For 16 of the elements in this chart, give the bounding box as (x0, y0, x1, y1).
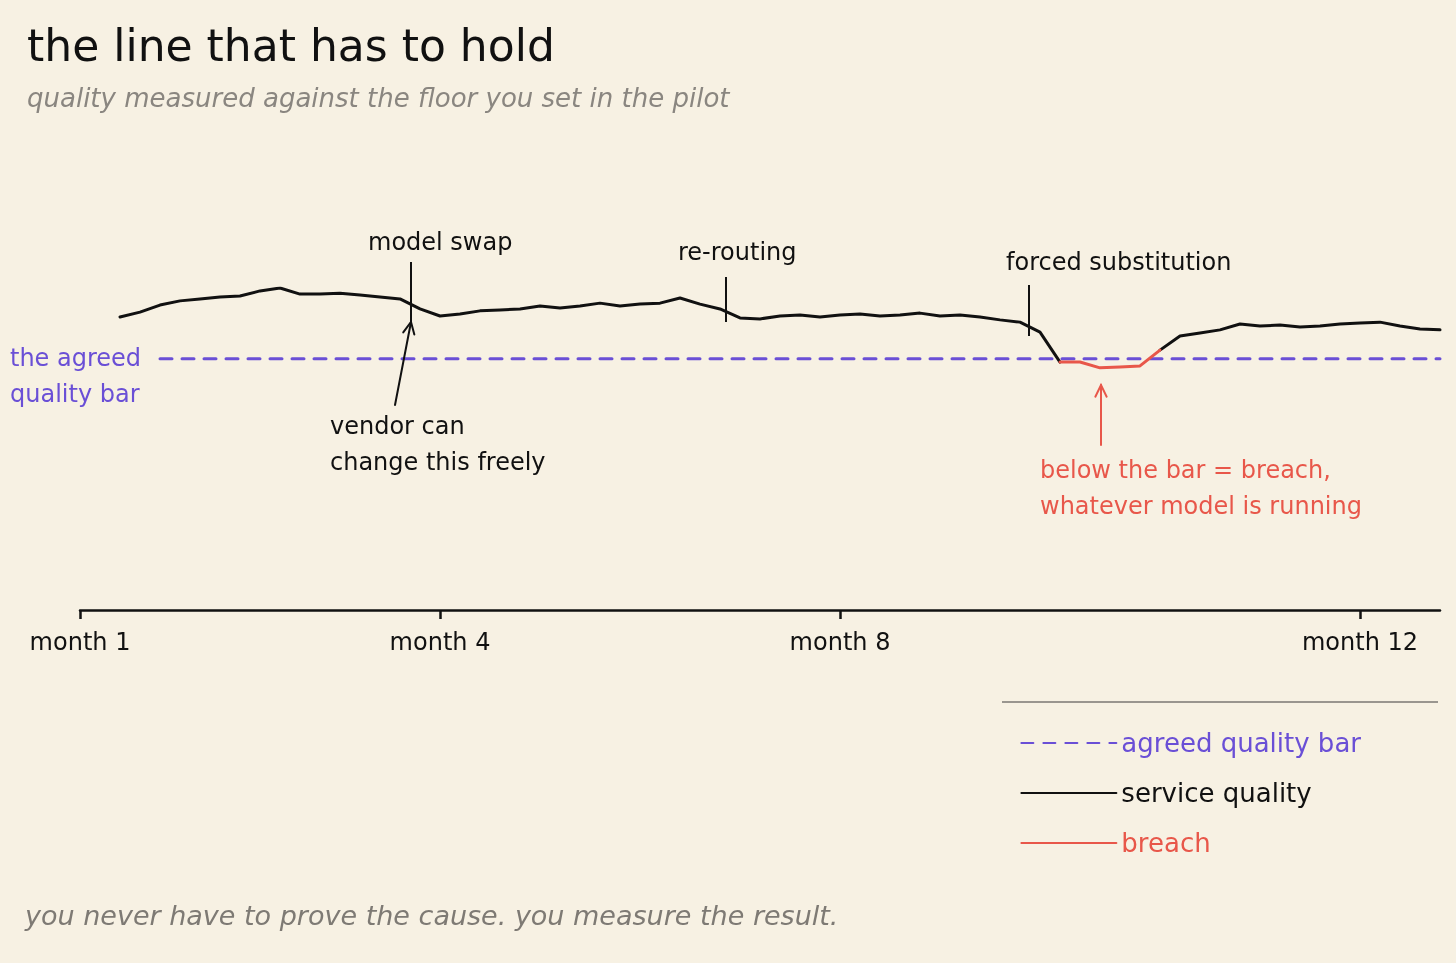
x-tick-label: month 4 (389, 628, 491, 656)
text: re-routing (678, 237, 797, 268)
annotation: the agreed quality bar (10, 343, 143, 410)
x-tick-label: month 8 (789, 628, 891, 656)
legend-label: breach (1121, 828, 1211, 858)
x-tick-label: month 1 (29, 628, 131, 656)
chart-title: the line that has to hold (27, 19, 555, 71)
text: forced substitution (1006, 247, 1232, 278)
annotation: vendor can change this freely (330, 411, 547, 478)
legend-label: service quality (1121, 778, 1312, 808)
text: you never have to prove the cause. you measure the result. (25, 899, 839, 933)
x-tick-label: month 12 (1301, 628, 1419, 656)
chart-subtitle: quality measured against the floor you set in the pilot (27, 83, 731, 113)
legend-label: agreed quality bar (1121, 728, 1362, 758)
text: model swap (368, 227, 513, 258)
annotation: below the bar = breach, whatever model is running (1040, 455, 1363, 522)
